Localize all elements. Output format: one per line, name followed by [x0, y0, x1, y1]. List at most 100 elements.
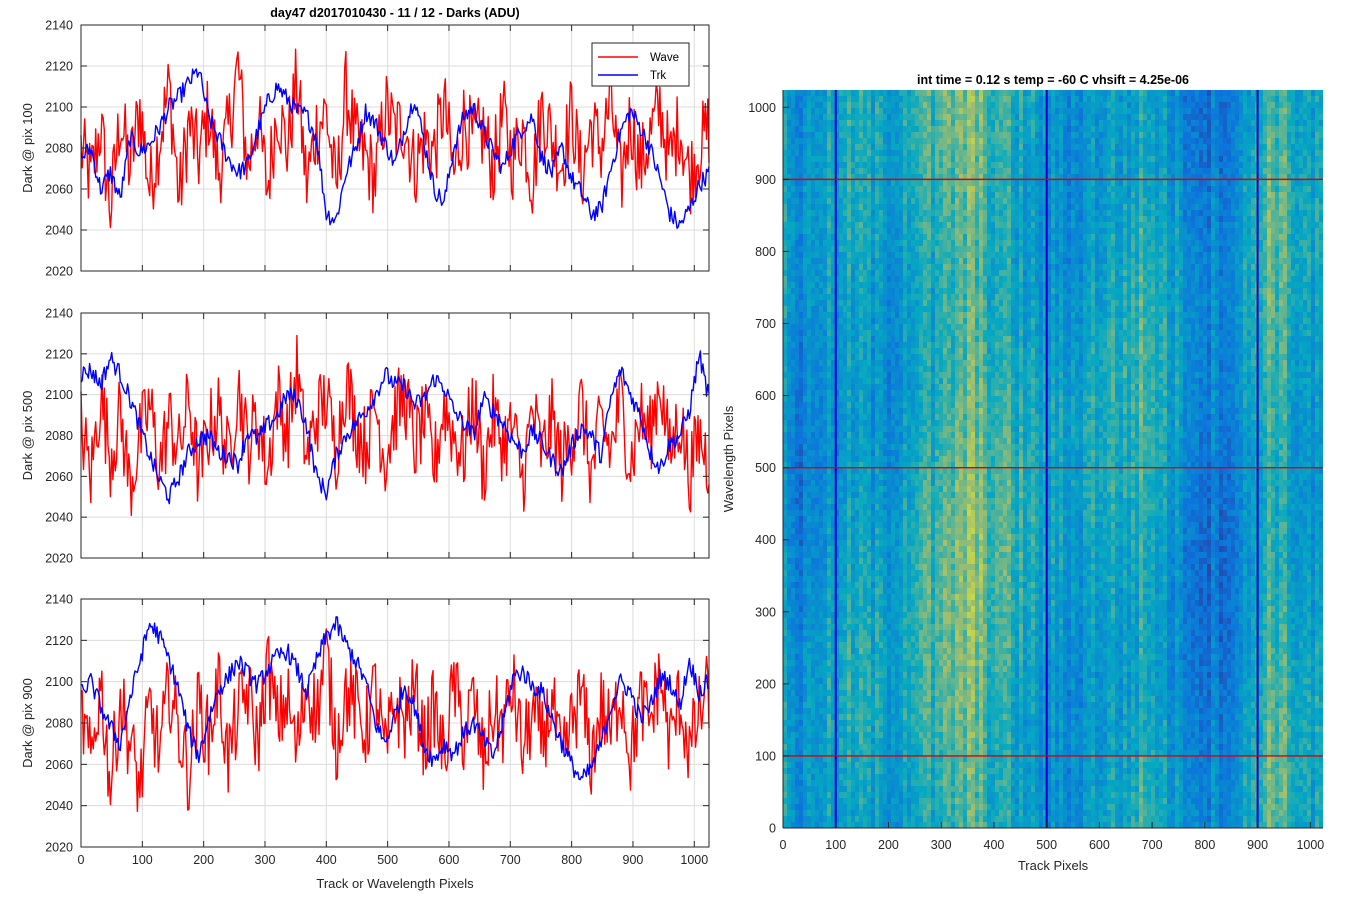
heatmap-cell: [915, 810, 919, 816]
heatmap-cell: [819, 120, 823, 126]
heatmap-cell: [843, 96, 847, 102]
heatmap-cell: [883, 288, 887, 294]
heatmap-cell: [791, 636, 795, 642]
heatmap-cell: [811, 432, 815, 438]
heatmap-cell: [931, 312, 935, 318]
heatmap-cell: [923, 222, 927, 228]
heatmap-cell: [859, 318, 863, 324]
heatmap-cell: [895, 240, 899, 246]
heatmap-cell: [887, 108, 891, 114]
heatmap-cell: [799, 270, 803, 276]
heatmap-cell: [811, 702, 815, 708]
heatmap-cell: [899, 522, 903, 528]
heatmap-cell: [791, 240, 795, 246]
heatmap-cell: [875, 792, 879, 798]
heatmap-cell: [827, 468, 831, 474]
heatmap-cell: [799, 228, 803, 234]
heatmap-cell: [787, 648, 791, 654]
heatmap-cell: [839, 408, 843, 414]
heatmap-cell: [875, 294, 879, 300]
heatmap-cell: [883, 522, 887, 528]
heatmap-cell: [875, 552, 879, 558]
heatmap-cell: [907, 330, 911, 336]
heatmap-cell: [895, 360, 899, 366]
heatmap-cell: [867, 396, 871, 402]
heatmap-cell: [791, 126, 795, 132]
heatmap-cell: [915, 666, 919, 672]
heatmap-cell: [803, 96, 807, 102]
heatmap-cell: [819, 612, 823, 618]
heatmap-cell: [911, 390, 915, 396]
heatmap-cell: [823, 702, 827, 708]
heatmap-cell: [891, 690, 895, 696]
heatmap-cell: [867, 90, 871, 96]
heatmap-cell: [903, 252, 907, 258]
heatmap-cell: [879, 252, 883, 258]
heatmap-cell: [835, 528, 839, 534]
heatmap-cell: [907, 408, 911, 414]
heatmap-cell: [867, 600, 871, 606]
heatmap-cell: [899, 714, 903, 720]
heatmap-cell: [863, 708, 867, 714]
heatmap-cell: [915, 324, 919, 330]
heatmap-cell: [791, 372, 795, 378]
heatmap-cell: [819, 498, 823, 504]
heatmap-cell: [815, 822, 819, 828]
heatmap-cell: [903, 756, 907, 762]
heatmap-cell: [835, 756, 839, 762]
heatmap-cell: [835, 744, 839, 750]
heatmap-cell: [803, 792, 807, 798]
heatmap-cell: [903, 132, 907, 138]
heatmap-cell: [883, 690, 887, 696]
heatmap-cell: [891, 432, 895, 438]
heatmap-cell: [871, 294, 875, 300]
heatmap-cell: [795, 90, 799, 96]
heatmap-cell: [903, 258, 907, 264]
heatmap-cell: [887, 690, 891, 696]
heatmap-cell: [827, 348, 831, 354]
heatmap-cell: [811, 228, 815, 234]
heatmap-cell: [823, 570, 827, 576]
heatmap-cell: [891, 324, 895, 330]
heatmap-cell: [891, 462, 895, 468]
heatmap-cell: [815, 618, 819, 624]
heatmap-cell: [867, 96, 871, 102]
heatmap-cell: [911, 816, 915, 822]
heatmap-cell: [883, 624, 887, 630]
heatmap-cell: [823, 156, 827, 162]
heatmap-cell: [927, 774, 931, 780]
heatmap-cell: [827, 744, 831, 750]
heatmap-cell: [915, 456, 919, 462]
heatmap-cell: [831, 696, 835, 702]
heatmap-cell: [891, 102, 895, 108]
heatmap-cell: [823, 108, 827, 114]
heatmap-cell: [795, 636, 799, 642]
heatmap-cell: [835, 642, 839, 648]
heatmap-cell: [859, 540, 863, 546]
heatmap-cell: [891, 552, 895, 558]
heatmap-cell: [835, 678, 839, 684]
heatmap-cell: [783, 198, 787, 204]
heatmap-cell: [931, 282, 935, 288]
heatmap-cell: [887, 474, 891, 480]
heatmap-cell: [843, 540, 847, 546]
heatmap-cell: [911, 102, 915, 108]
heatmap-cell: [799, 732, 803, 738]
heatmap-cell: [867, 390, 871, 396]
heatmap-cell: [847, 90, 851, 96]
heatmap-cell: [795, 474, 799, 480]
heatmap-cell: [863, 678, 867, 684]
heatmap-cell: [783, 342, 787, 348]
heatmap-cell: [931, 174, 935, 180]
heatmap-cell: [831, 726, 835, 732]
heatmap-cell: [811, 216, 815, 222]
heatmap-cell: [823, 768, 827, 774]
heatmap-cell: [791, 120, 795, 126]
heatmap-cell: [871, 168, 875, 174]
heatmap-cell: [799, 558, 803, 564]
heatmap-cell: [871, 144, 875, 150]
heatmap-cell: [863, 372, 867, 378]
heatmap-cell: [903, 510, 907, 516]
heatmap-cell: [787, 534, 791, 540]
heatmap-cell: [783, 732, 787, 738]
